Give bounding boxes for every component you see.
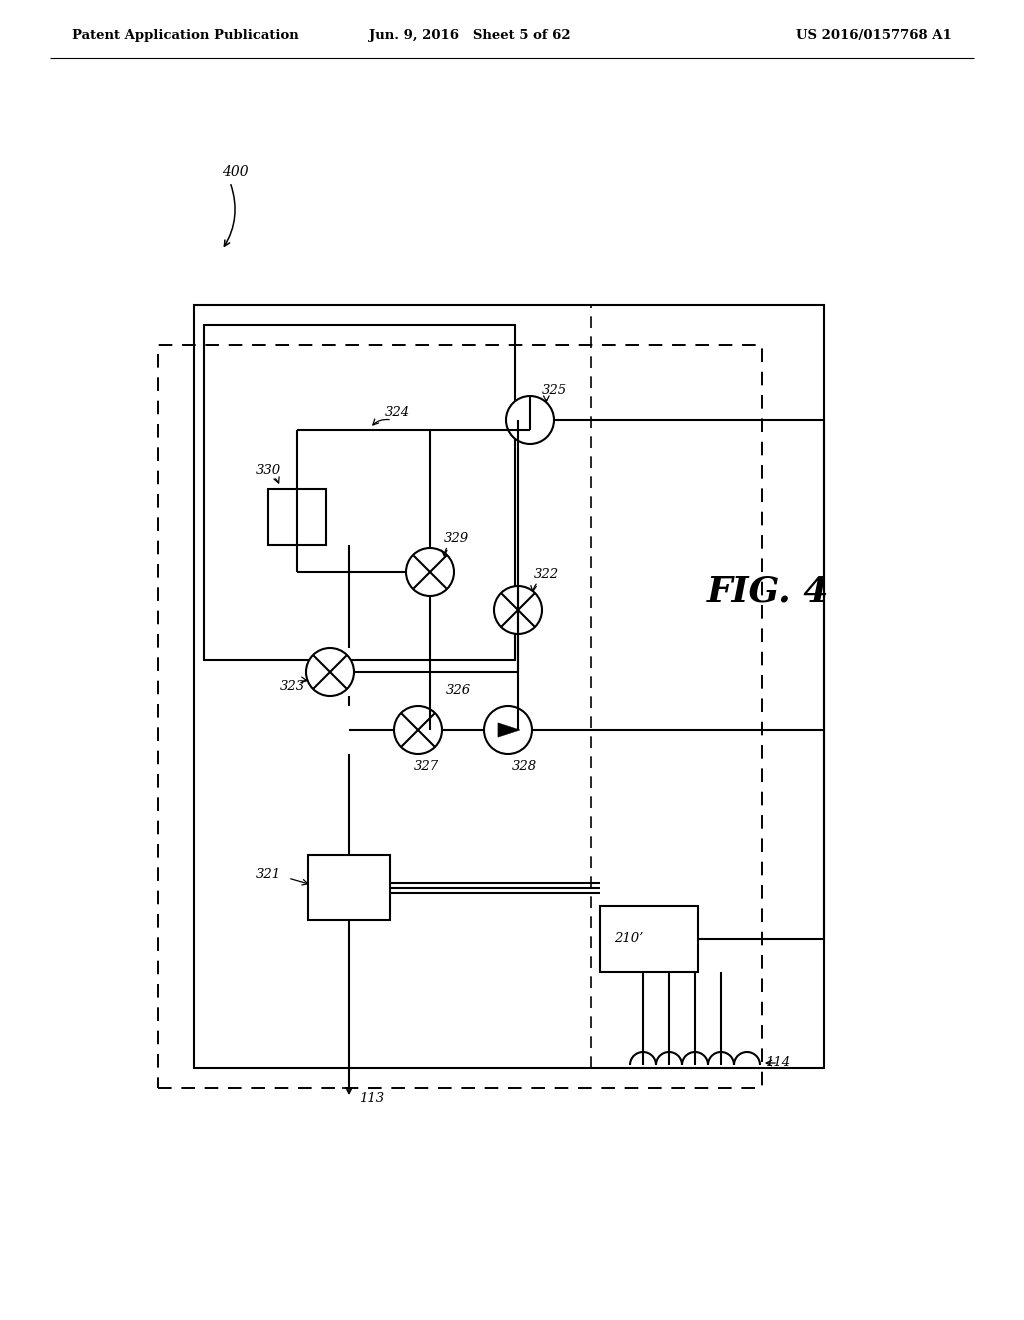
Text: 327: 327 bbox=[414, 759, 439, 772]
Text: 322: 322 bbox=[534, 568, 559, 581]
Circle shape bbox=[484, 706, 532, 754]
Bar bbox=[600, 906, 698, 972]
Bar bbox=[158, 345, 762, 1088]
Circle shape bbox=[394, 706, 442, 754]
Text: 328: 328 bbox=[512, 759, 538, 772]
Polygon shape bbox=[498, 723, 520, 737]
Text: FIG. 4: FIG. 4 bbox=[707, 576, 829, 609]
Circle shape bbox=[506, 396, 554, 444]
Text: 324: 324 bbox=[385, 405, 411, 418]
Text: 329: 329 bbox=[444, 532, 469, 544]
Circle shape bbox=[306, 648, 354, 696]
Text: US 2016/0157768 A1: US 2016/0157768 A1 bbox=[797, 29, 952, 42]
Bar bbox=[268, 488, 326, 545]
Text: 330: 330 bbox=[256, 465, 282, 478]
Text: 114: 114 bbox=[765, 1056, 791, 1069]
Text: 113: 113 bbox=[359, 1092, 384, 1105]
Circle shape bbox=[406, 548, 454, 597]
Text: 323: 323 bbox=[280, 680, 305, 693]
Bar bbox=[308, 855, 390, 920]
Text: 326: 326 bbox=[446, 684, 471, 697]
Circle shape bbox=[494, 586, 542, 634]
Text: 400: 400 bbox=[222, 165, 249, 180]
Text: 325: 325 bbox=[542, 384, 567, 396]
Text: Patent Application Publication: Patent Application Publication bbox=[72, 29, 299, 42]
Text: 210’: 210’ bbox=[614, 932, 643, 945]
Text: 321: 321 bbox=[256, 867, 282, 880]
Bar bbox=[204, 325, 515, 660]
Text: Jun. 9, 2016   Sheet 5 of 62: Jun. 9, 2016 Sheet 5 of 62 bbox=[370, 29, 570, 42]
Bar bbox=[194, 305, 824, 1068]
